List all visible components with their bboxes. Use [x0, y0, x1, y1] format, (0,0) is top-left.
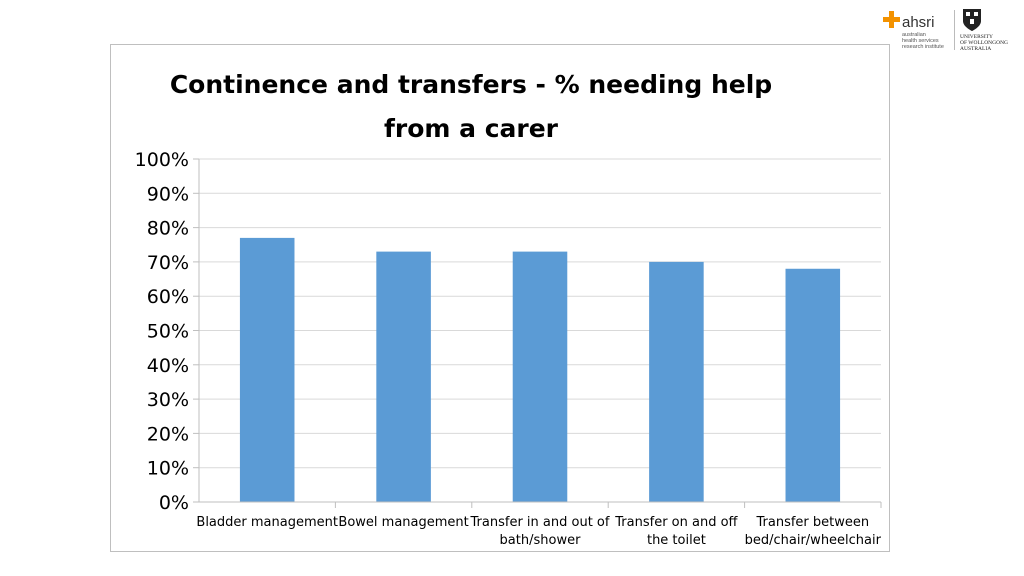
bar [512, 251, 568, 502]
header-logos: ahsri australian health services researc… [880, 8, 1020, 56]
ahsri-subtitle: australian health services research inst… [902, 32, 944, 50]
uow-text: UNIVERSITY OF WOLLONGONG AUSTRALIA [960, 34, 1009, 52]
y-tick-label: 80% [147, 218, 189, 240]
uow-crest-icon [963, 9, 981, 31]
chart-title-line-2: from a carer [383, 114, 558, 143]
y-tick-label: 60% [147, 286, 189, 308]
y-tick-label: 0% [159, 492, 189, 514]
bar [239, 237, 295, 502]
y-tick-label: 30% [147, 389, 189, 411]
y-tick-label: 20% [147, 423, 189, 445]
bar [649, 261, 704, 502]
x-category-label: Transfer in and out of bath/shower [470, 515, 610, 548]
x-category-label: Transfer on and off the toilet [614, 515, 738, 548]
ahsri-cross-icon [883, 11, 900, 28]
x-axis-categories: Bladder management Bowel management Transf… [196, 502, 882, 548]
ahsri-logo: ahsri australian health services researc… [882, 8, 954, 54]
bar [785, 268, 841, 502]
bar [376, 251, 431, 502]
x-category-label: Bowel management [338, 515, 468, 530]
y-tick-label: 40% [147, 355, 189, 377]
bar-chart: 0% 10% 20% 30% 40% 50% 60% 70% 80% 90% 100% Bladde… [135, 149, 882, 548]
y-tick-label: 100% [135, 149, 189, 171]
y-tick-label: 50% [147, 321, 189, 343]
y-axis-ticks: 0% 10% 20% 30% 40% 50% 60% 70% 80% 90% 100% [135, 149, 200, 514]
ahsri-name: ahsri [902, 14, 935, 31]
x-category-label: Transfer between bed/chair/wheelchair [745, 515, 882, 548]
uow-logo: UNIVERSITY OF WOLLONGONG AUSTRALIA [960, 8, 1022, 56]
y-tick-label: 90% [147, 183, 189, 205]
logo-divider [954, 10, 955, 50]
chart-title: Continence and transfers - % needing hel… [56, 63, 886, 151]
y-tick-label: 10% [147, 458, 189, 480]
chart-frame: Continence and transfers - % needing hel… [110, 44, 890, 552]
x-category-label: Bladder management [196, 515, 338, 530]
bars [239, 237, 841, 502]
chart-title-line-1: Continence and transfers - % needing hel… [169, 70, 773, 99]
y-tick-label: 70% [147, 252, 189, 274]
